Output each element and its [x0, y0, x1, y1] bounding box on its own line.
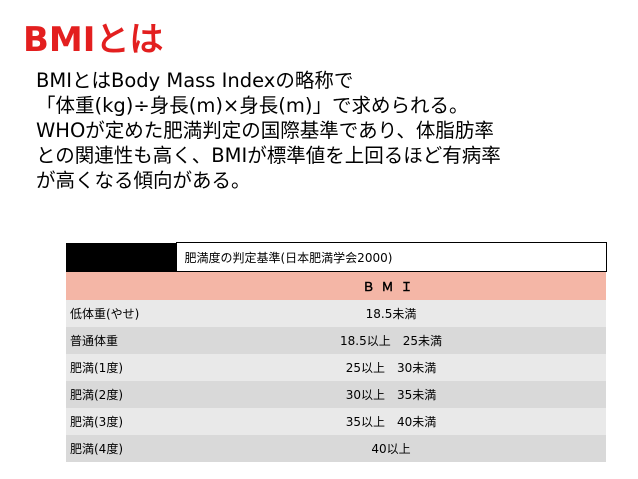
table-row: 肥満(1度) 25以上 30未満 [66, 354, 606, 381]
body-line: BMIとはBody Mass Indexの略称で [36, 69, 354, 92]
table-header-blank-cell [66, 271, 176, 300]
table-row: 肥満(2度) 30以上 35未満 [66, 381, 606, 408]
category-cell: 低体重(やせ) [66, 300, 176, 327]
body-line: WHOが定めた肥満判定の国際基準であり、体脂肪率 [36, 119, 494, 142]
table-criteria-row: 肥満度の判定基準(日本肥満学会2000) [66, 242, 607, 272]
table-row: 肥満(3度) 35以上 40未満 [66, 408, 606, 435]
bmi-criteria-table: 肥満度の判定基準(日本肥満学会2000) ＢＭＩ 低体重(やせ) 18.5未満 … [66, 242, 607, 462]
category-cell: 普通体重 [66, 327, 176, 354]
table-row: 低体重(やせ) 18.5未満 [66, 300, 606, 327]
table-row: 普通体重 18.5以上 25未満 [66, 327, 606, 354]
bmi-range-cell: 25以上 30未満 [176, 354, 606, 381]
category-cell: 肥満(2度) [66, 381, 176, 408]
category-cell: 肥満(1度) [66, 354, 176, 381]
body-line: との関連性も高く、BMIが標準値を上回るほど有病率 [36, 144, 501, 167]
bmi-range-cell: 40以上 [176, 435, 606, 462]
criteria-label: 肥満度の判定基準(日本肥満学会2000) [175, 242, 607, 272]
body-line: 「体重(kg)÷身長(m)×身長(m)」で求められる。 [36, 94, 469, 117]
category-cell: 肥満(3度) [66, 408, 176, 435]
bmi-range-cell: 18.5未満 [176, 300, 606, 327]
bmi-range-cell: 18.5以上 25未満 [176, 327, 606, 354]
bmi-range-cell: 35以上 40未満 [176, 408, 606, 435]
table-row: 肥満(4度) 40以上 [66, 435, 606, 462]
body-text: BMIとはBody Mass Indexの略称で 「体重(kg)÷身長(m)×身… [36, 68, 632, 193]
category-cell: 肥満(4度) [66, 435, 176, 462]
bmi-range-cell: 30以上 35未満 [176, 381, 606, 408]
bmi-column-header: ＢＭＩ [176, 271, 606, 300]
table-corner-cell [66, 242, 176, 272]
slide-title: BMIとは [23, 20, 164, 60]
table-header-row: ＢＭＩ [66, 271, 606, 300]
body-line: が高くなる傾向がある。 [36, 169, 251, 192]
